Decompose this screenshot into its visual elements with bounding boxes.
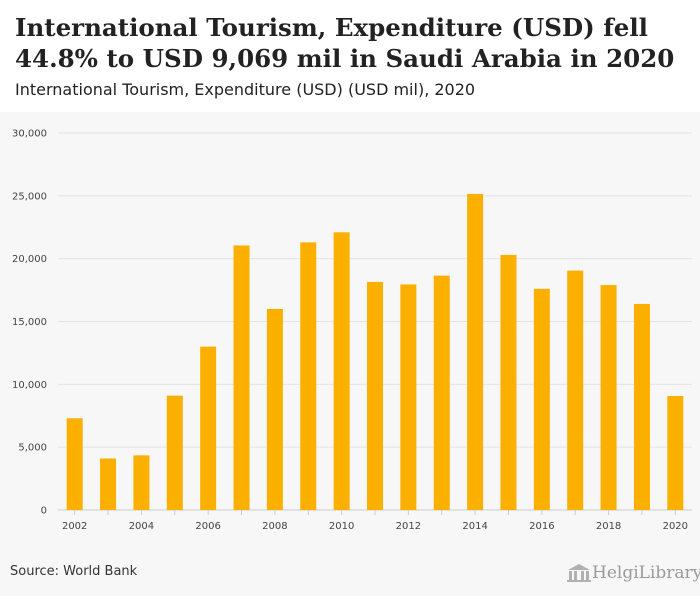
x-tick-label: 2004 (129, 521, 154, 532)
bar-2011 (367, 281, 383, 510)
chart-title: International Tourism, Expenditure (USD)… (15, 13, 675, 73)
bar-2013 (433, 275, 450, 510)
chart-subtitle: International Tourism, Expenditure (USD)… (15, 80, 476, 99)
bar-2009 (300, 242, 317, 510)
x-tick-label: 2014 (462, 521, 487, 532)
library-building-icon (567, 564, 591, 582)
bar-2019 (633, 303, 650, 510)
bar-2015 (500, 254, 517, 510)
bar-2012 (400, 284, 417, 510)
bar-2017 (567, 270, 584, 510)
y-tick-label: 10,000 (12, 380, 47, 391)
bar-2008 (266, 308, 283, 510)
y-tick-label: 25,000 (12, 191, 47, 202)
bar-2018 (600, 285, 617, 510)
bar-2016 (533, 288, 550, 510)
bar-2005 (166, 395, 183, 510)
bar-2020 (667, 396, 684, 510)
x-tick-label: 2016 (529, 521, 554, 532)
x-tick-label: 2010 (329, 521, 354, 532)
x-tick-label: 2012 (396, 521, 421, 532)
bar-2010 (333, 232, 350, 510)
bar-chart: 0 5,000 10,000 15,000 20,000 25,000 30,000 2002… (12, 129, 692, 532)
chart-area: 0 5,000 10,000 15,000 20,000 25,000 30,000 2002… (0, 112, 700, 596)
x-tick-label: 2008 (262, 521, 287, 532)
x-tick-label: 2018 (596, 521, 621, 532)
y-tick-label: 15,000 (12, 317, 47, 328)
header: International Tourism, Expenditure (USD)… (0, 0, 700, 112)
y-tick-label: 0 (41, 506, 47, 517)
y-tick-label: 20,000 (12, 254, 47, 265)
y-tick-label: 5,000 (18, 443, 47, 454)
x-tick-label: 2006 (195, 521, 220, 532)
bar-2014 (467, 193, 484, 510)
x-tick-label: 2002 (62, 521, 87, 532)
y-tick-label: 30,000 (12, 129, 47, 140)
bar-2007 (233, 245, 250, 510)
logo-text: HelgiLibrary (592, 563, 700, 583)
bar-2003 (100, 458, 117, 510)
helgi-library-logo: HelgiLibrary (566, 561, 700, 585)
source-note: Source: World Bank (10, 564, 138, 579)
bar-2004 (133, 455, 150, 510)
bar-2006 (200, 346, 217, 510)
x-tick-label: 2020 (663, 521, 688, 532)
bar-2002 (66, 418, 83, 510)
